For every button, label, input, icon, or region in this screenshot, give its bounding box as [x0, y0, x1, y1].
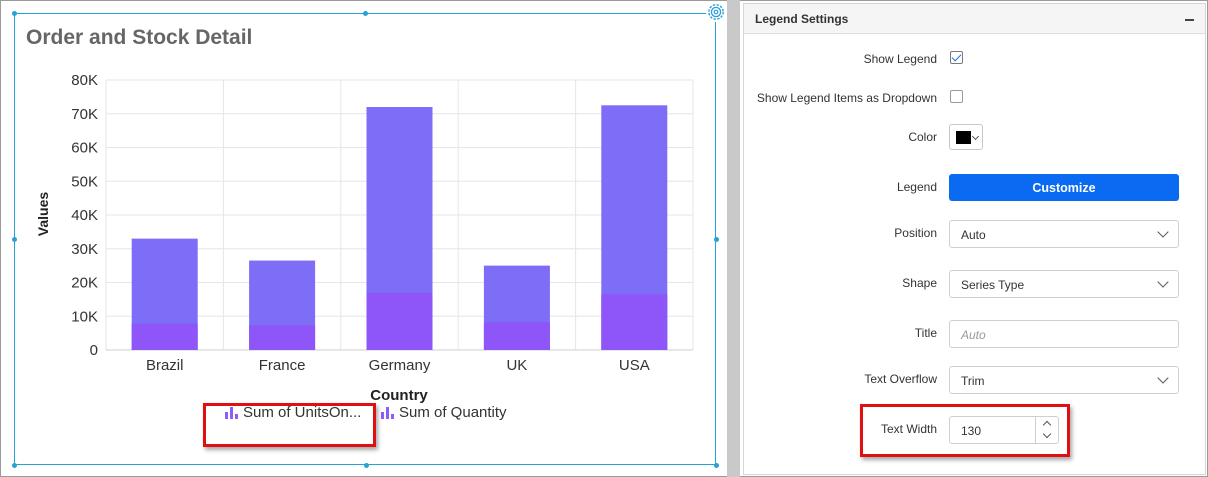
bar-quantity: [601, 294, 668, 350]
widget-settings-button[interactable]: [706, 2, 726, 22]
shape-label: Shape: [902, 276, 937, 290]
resize-handle-bottom-left[interactable]: [12, 463, 17, 468]
legend-settings-panel: Legend Settings Show Legend Show Legend …: [743, 3, 1206, 475]
bar-quantity: [366, 292, 433, 350]
chevron-down-icon: [1157, 276, 1169, 288]
y-tick-label: 10K: [71, 308, 98, 325]
text-overflow-dropdown[interactable]: Trim: [949, 366, 1179, 394]
title-placeholder: Auto: [961, 328, 986, 342]
resize-handle-right[interactable]: [714, 237, 719, 242]
show-legend-checkbox[interactable]: [950, 51, 963, 64]
legend-dropdown-label: Show Legend Items as Dropdown: [756, 91, 937, 105]
chevron-down-icon: [1157, 372, 1169, 384]
text-width-value: 130: [961, 424, 982, 438]
x-tick-label: Brazil: [146, 357, 184, 374]
x-tick-label: France: [259, 357, 306, 374]
resize-handle-top[interactable]: [363, 11, 368, 16]
bar-series-icon: [225, 406, 238, 419]
minus-icon[interactable]: [1183, 10, 1197, 26]
legend-label: Legend: [896, 180, 937, 194]
gear-icon: [708, 4, 724, 20]
resize-handle-bottom-right[interactable]: [714, 463, 719, 468]
widget-title: Order and Stock Detail: [26, 26, 253, 49]
y-tick-label: 80K: [71, 72, 98, 89]
y-tick-label: 70K: [71, 106, 98, 123]
decrement-icon[interactable]: [1036, 430, 1058, 443]
show-legend-label: Show Legend: [863, 52, 937, 66]
text-width-stepper[interactable]: 130: [949, 416, 1059, 444]
position-dropdown[interactable]: Auto: [949, 220, 1179, 248]
resize-handle-bottom[interactable]: [364, 463, 369, 468]
legend-item-quantity[interactable]: Sum of Quantity: [381, 404, 507, 421]
title-input[interactable]: Auto: [949, 320, 1179, 348]
y-tick-label: 0: [90, 342, 98, 359]
legend-item-label: Sum of Quantity: [399, 404, 507, 421]
increment-icon[interactable]: [1036, 417, 1058, 430]
bar-series-icon: [381, 406, 394, 419]
y-tick-label: 30K: [71, 241, 98, 258]
y-tick-label: 50K: [71, 173, 98, 190]
x-tick-label: UK: [506, 357, 527, 374]
color-swatch: [956, 131, 971, 144]
bar-quantity: [249, 325, 316, 350]
x-tick-label: Germany: [369, 357, 431, 374]
legend-item-label: Sum of UnitsOn...: [243, 404, 362, 421]
resize-handle-top-left[interactable]: [12, 11, 17, 16]
text-overflow-value: Trim: [961, 374, 985, 388]
chevron-down-icon: [1157, 226, 1169, 238]
x-tick-label: USA: [619, 357, 650, 374]
position-value: Auto: [961, 228, 986, 242]
customize-button[interactable]: Customize: [949, 174, 1179, 201]
y-axis-title: Values: [35, 192, 51, 237]
color-label: Color: [908, 130, 937, 144]
stepper-buttons: [1035, 417, 1058, 443]
x-axis-title: Country: [370, 387, 428, 404]
panel-header[interactable]: Legend Settings: [744, 4, 1205, 34]
bar-quantity: [131, 323, 198, 350]
legend-dropdown-checkbox[interactable]: [950, 90, 963, 103]
panel-splitter[interactable]: [727, 0, 740, 477]
y-tick-label: 60K: [71, 140, 98, 157]
position-label: Position: [894, 226, 937, 240]
y-tick-label: 40K: [71, 207, 98, 224]
chevron-down-icon: [971, 132, 980, 141]
shape-value: Series Type: [961, 278, 1025, 292]
panel-title: Legend Settings: [755, 12, 849, 26]
title-label: Title: [914, 326, 937, 340]
y-tick-label: 20K: [71, 275, 98, 292]
resize-handle-left[interactable]: [12, 237, 17, 242]
bar-quantity: [483, 322, 550, 350]
shape-dropdown[interactable]: Series Type: [949, 270, 1179, 298]
bar-chart: Values Country 0 10K 20K 30K 40K 50K 60K 70K 80K…: [35, 72, 694, 404]
color-picker[interactable]: [949, 124, 983, 150]
text-overflow-label: Text Overflow: [864, 372, 937, 386]
text-width-label: Text Width: [880, 422, 937, 436]
legend-item-units-on-order[interactable]: Sum of UnitsOn...: [225, 404, 361, 421]
